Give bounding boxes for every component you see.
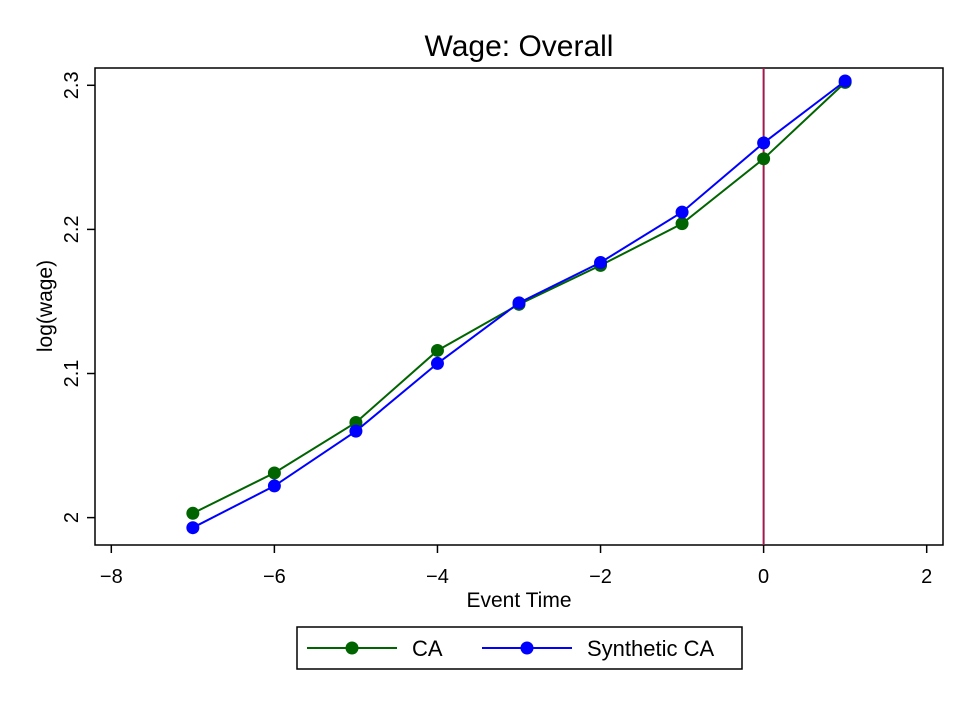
data-point-synthetic-ca [512,296,526,310]
x-tick-label: −6 [263,566,286,588]
x-tick-label: −4 [426,566,449,588]
data-point-synthetic-ca [186,521,200,535]
legend-label-synthetic-ca: Synthetic CA [587,636,714,661]
data-point-synthetic-ca [430,356,444,370]
y-tick-label: 2 [61,512,83,523]
data-point-synthetic-ca [349,424,363,438]
legend-marker-synthetic-ca [520,641,534,655]
legend-label-ca: CA [412,636,443,661]
x-tick-label: −2 [589,566,612,588]
data-point-synthetic-ca [675,205,689,219]
y-tick-label: 2.3 [61,71,83,99]
legend: CA Synthetic CA [296,626,743,670]
x-axis: −8 −6 −4 −2 0 2 [100,545,932,588]
data-point-ca [186,506,200,520]
legend-marker-ca [345,641,359,655]
data-point-synthetic-ca [594,256,608,270]
series-group [186,74,852,535]
x-axis-label: Event Time [466,589,571,612]
data-point-ca [675,217,689,231]
data-point-synthetic-ca [838,74,852,88]
y-tick-label: 2.2 [61,215,83,243]
data-point-ca [430,343,444,357]
x-tick-label: 0 [758,566,769,588]
data-point-ca [757,152,771,166]
data-point-synthetic-ca [757,136,771,150]
chart-title: Wage: Overall [425,30,614,63]
data-point-synthetic-ca [267,479,281,493]
y-axis: 2 2.1 2.2 2.3 [61,71,95,523]
x-tick-label: −8 [100,566,123,588]
y-axis-label: log(wage) [34,260,57,352]
data-point-ca [267,466,281,480]
x-tick-label: 2 [921,566,932,588]
y-tick-label: 2.1 [61,360,83,388]
